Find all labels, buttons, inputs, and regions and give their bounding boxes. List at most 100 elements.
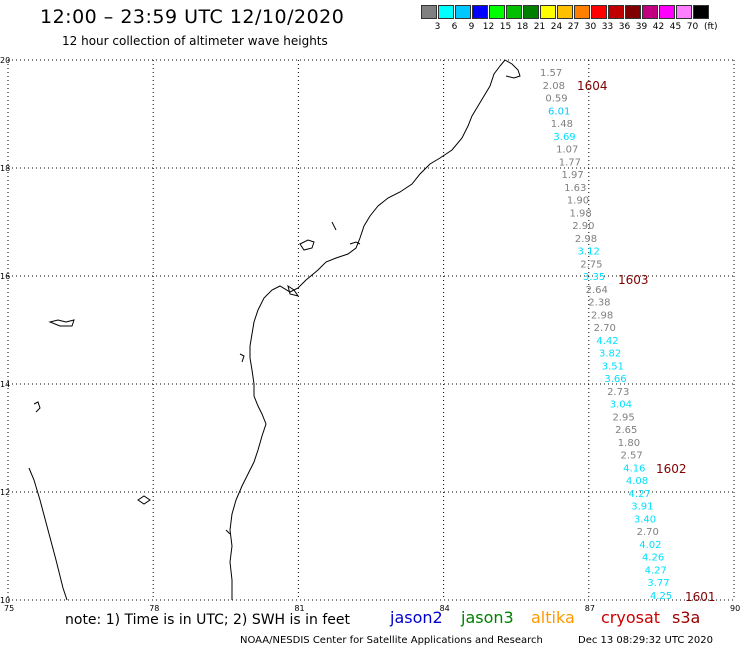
lon-tick-label: 81 (294, 604, 304, 613)
scale-label: 45 (669, 22, 682, 32)
wave-height-label: 2.08 (543, 81, 565, 92)
wave-height-label: 2.75 (580, 259, 602, 270)
scale-swatch (642, 5, 658, 19)
wave-height-label: 2.73 (607, 387, 629, 398)
scale-label: 42 (652, 22, 665, 32)
legend-note: note: 1) Time is in UTC; 2) SWH is in fe… (65, 612, 351, 628)
wave-height-label: 1.90 (567, 196, 589, 207)
wave-height-label: 2.90 (572, 221, 594, 232)
island-2 (299, 239, 315, 251)
lat-tick-label: 12 (0, 488, 10, 497)
page-subtitle: 12 hour collection of altimeter wave hei… (62, 34, 328, 48)
wave-height-label: 1.57 (540, 68, 562, 79)
scale-label: 70 (686, 22, 699, 32)
scale-label: 3 (434, 22, 441, 32)
lat-tick-label: 18 (0, 164, 10, 173)
scale-swatch (472, 5, 488, 19)
wave-height-label: 1.63 (564, 183, 586, 194)
scale-swatch (540, 5, 556, 19)
scale-label: 18 (516, 22, 529, 32)
wave-height-label: 3.91 (631, 502, 653, 513)
coastline-island (504, 59, 521, 79)
wave-height-label: 4.42 (596, 336, 618, 347)
wave-height-label: 0.59 (545, 94, 567, 105)
wave-height-label: 1.77 (559, 157, 581, 168)
scale-swatch (523, 5, 539, 19)
scale-swatch (421, 5, 437, 19)
wave-height-label: 2.70 (594, 323, 616, 334)
island-6 (137, 495, 151, 505)
scale-swatch (489, 5, 505, 19)
scale-label: 12 (482, 22, 495, 32)
scale-label: 30 (584, 22, 597, 32)
scale-swatch (455, 5, 471, 19)
lat-tick-label: 10 (0, 596, 10, 605)
lon-tick-label: 90 (730, 604, 740, 613)
scale-unit: (ft) (704, 22, 718, 32)
wave-height-label: 4.26 (642, 553, 664, 564)
altimeter-track: 1.57 2.08 0.596.01 1.48 3.69 1.071.77 1.97 1.63… (540, 68, 716, 604)
wave-height-label: 3.66 (604, 374, 626, 385)
scale-swatch (625, 5, 641, 19)
legend-satellite-s3a: s3a (672, 608, 701, 627)
scale-label: 24 (550, 22, 563, 32)
wave-height-label: 6.01 (548, 106, 570, 117)
island-4 (349, 241, 361, 245)
wave-height-label: 3.69 (553, 132, 575, 143)
wave-height-label: 4.02 (639, 540, 661, 551)
scale-label: 36 (618, 22, 631, 32)
coastline-delta (287, 284, 300, 297)
wave-height-label: 3.12 (578, 247, 600, 258)
legend-satellite-cryosat: cryosat (601, 608, 661, 627)
wave-height-label: 4.25 (650, 591, 672, 602)
map-grid (7, 59, 735, 601)
island-1 (48, 319, 75, 327)
island-7 (239, 353, 245, 363)
color-scale-labels: 3 6 9 12 15 18 21 24 27 30 33 36 39 42 45 70 (ft) (421, 22, 718, 32)
wave-height-label: 3.77 (647, 578, 669, 589)
track-id-label: 1603 (618, 273, 649, 287)
wave-height-label: 1.97 (561, 170, 583, 181)
lat-tick-label: 16 (0, 272, 10, 281)
wave-height-label: 2.38 (588, 298, 610, 309)
track-id-label: 1604 (577, 79, 608, 93)
scale-swatch (591, 5, 607, 19)
page-title: 12:00 – 23:59 UTC 12/10/2020 (40, 6, 345, 28)
lon-tick-label: 75 (4, 604, 14, 613)
scale-label: 21 (533, 22, 546, 32)
scale-swatch (693, 5, 709, 19)
wave-height-label: 2.98 (575, 234, 597, 245)
legend-satellite-jason2: jason2 (390, 608, 443, 627)
island-5 (33, 401, 41, 413)
scale-label: 33 (601, 22, 614, 32)
wave-height-label: 2.65 (615, 425, 637, 436)
scale-label: 39 (635, 22, 648, 32)
track-id-label: 1602 (656, 462, 687, 476)
scale-label: 6 (451, 22, 458, 32)
wave-height-label: 4.27 (645, 565, 667, 576)
wave-height-label: 1.48 (551, 119, 573, 130)
lat-tick-label: 14 (0, 380, 10, 389)
coastline-mainland (28, 59, 506, 601)
scale-swatch (608, 5, 624, 19)
wave-height-label: 1.98 (570, 208, 592, 219)
coastline (28, 59, 521, 601)
scale-label: 15 (499, 22, 512, 32)
scale-swatch (676, 5, 692, 19)
scale-swatch (438, 5, 454, 19)
lon-tick-label: 87 (585, 604, 595, 613)
color-scale (421, 5, 710, 19)
lat-tick-label: 20 (0, 56, 10, 65)
track-id-label: 1601 (685, 590, 716, 604)
legend-satellite-altika: altika (531, 608, 575, 627)
wave-height-label: 1.07 (556, 145, 578, 156)
wave-height-label: 3.40 (634, 514, 656, 525)
lon-tick-label: 84 (440, 604, 450, 613)
wave-height-label: 3.04 (610, 400, 632, 411)
wave-height-label: 3.82 (599, 349, 621, 360)
island-3 (331, 221, 337, 231)
wave-height-label: 1.80 (618, 438, 640, 449)
wave-height-label: 3.51 (602, 361, 624, 372)
legend-satellite-jason3: jason3 (461, 608, 514, 627)
